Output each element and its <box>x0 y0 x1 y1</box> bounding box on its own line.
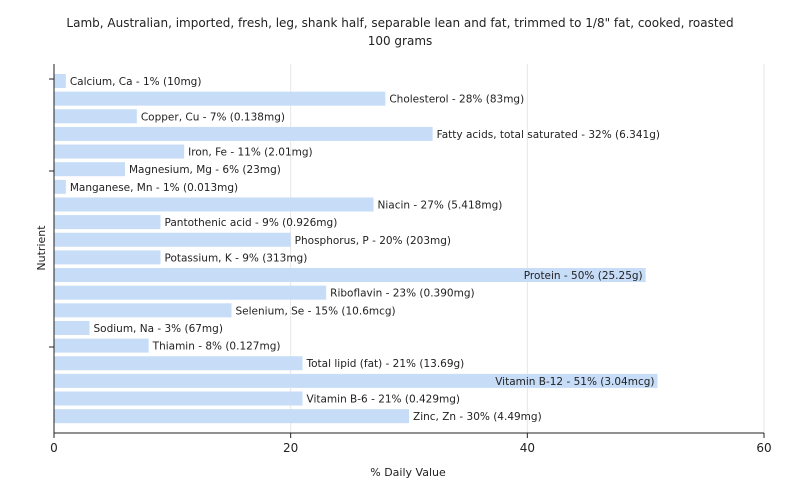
bar-4 <box>54 144 185 159</box>
bar-16 <box>54 356 303 371</box>
bar-7 <box>54 197 374 212</box>
bar-13 <box>54 303 232 318</box>
bar-label-1: Cholesterol - 28% (83mg) <box>389 94 524 106</box>
bar-10 <box>54 250 161 265</box>
bar-1 <box>54 91 386 106</box>
bar-0 <box>54 74 66 88</box>
bar-label-11: Protein - 50% (25.25g) <box>524 270 643 282</box>
bars <box>54 74 658 424</box>
gridlines <box>54 64 765 433</box>
plot-area <box>54 64 764 433</box>
bar-6 <box>54 179 66 194</box>
bar-8 <box>54 215 161 230</box>
chart-title-line-2: 100 grams <box>368 34 433 48</box>
x-axis-label: % Daily Value <box>370 466 446 479</box>
bar-labels: Calcium, Ca - 1% (10mg) Cholesterol - 28%… <box>70 76 660 423</box>
bar-label-13: Selenium, Se - 15% (10.6mcg) <box>236 305 396 317</box>
bar-label-19: Zinc, Zn - 30% (4.49mg) <box>413 411 542 423</box>
bar-label-7: Niacin - 27% (5.418mg) <box>378 199 503 211</box>
bar-label-15: Thiamin - 8% (0.127mg) <box>152 341 281 353</box>
bar-label-5: Magnesium, Mg - 6% (23mg) <box>129 164 281 176</box>
bar-5 <box>54 162 125 177</box>
x-tick-label-3: 60 <box>756 441 771 455</box>
bar-label-9: Phosphorus, P - 20% (203mg) <box>295 235 451 247</box>
bar-label-0: Calcium, Ca - 1% (10mg) <box>70 76 202 88</box>
bar-18 <box>54 391 303 406</box>
bar-label-2: Copper, Cu - 7% (0.138mg) <box>141 111 285 123</box>
bar-label-4: Iron, Fe - 11% (2.01mg) <box>188 147 312 159</box>
bar-label-10: Potassium, K - 9% (313mg) <box>165 252 308 264</box>
axes: 0 20 40 60 <box>49 64 772 455</box>
x-tick-label-2: 40 <box>520 441 535 455</box>
y-axis-label: Nutrient <box>35 225 48 271</box>
bar-15 <box>54 338 149 353</box>
bar-label-14: Sodium, Na - 3% (67mg) <box>94 323 223 335</box>
bar-label-6: Manganese, Mn - 1% (0.013mg) <box>70 182 238 194</box>
bar-3 <box>54 126 433 141</box>
bar-label-3: Fatty acids, total saturated - 32% (6.34… <box>437 129 660 141</box>
bar-17 <box>54 373 658 388</box>
chart-title-line-1: Lamb, Australian, imported, fresh, leg, … <box>66 16 733 30</box>
bar-2 <box>54 109 137 124</box>
bar-12 <box>54 285 327 300</box>
x-tick-label-1: 20 <box>283 441 298 455</box>
bar-label-18: Vitamin B-6 - 21% (0.429mg) <box>307 394 461 406</box>
bar-label-16: Total lipid (fat) - 21% (13.69g) <box>306 358 465 370</box>
bar-14 <box>54 320 90 335</box>
bar-11 <box>54 268 646 283</box>
bar-label-8: Pantothenic acid - 9% (0.926mg) <box>165 217 338 229</box>
bar-label-17: Vitamin B-12 - 51% (3.04mcg) <box>495 376 654 388</box>
bar-label-12: Riboflavin - 23% (0.390mg) <box>330 288 474 300</box>
x-tick-label-0: 0 <box>50 441 58 455</box>
bar-19 <box>54 409 409 424</box>
bar-9 <box>54 232 291 247</box>
